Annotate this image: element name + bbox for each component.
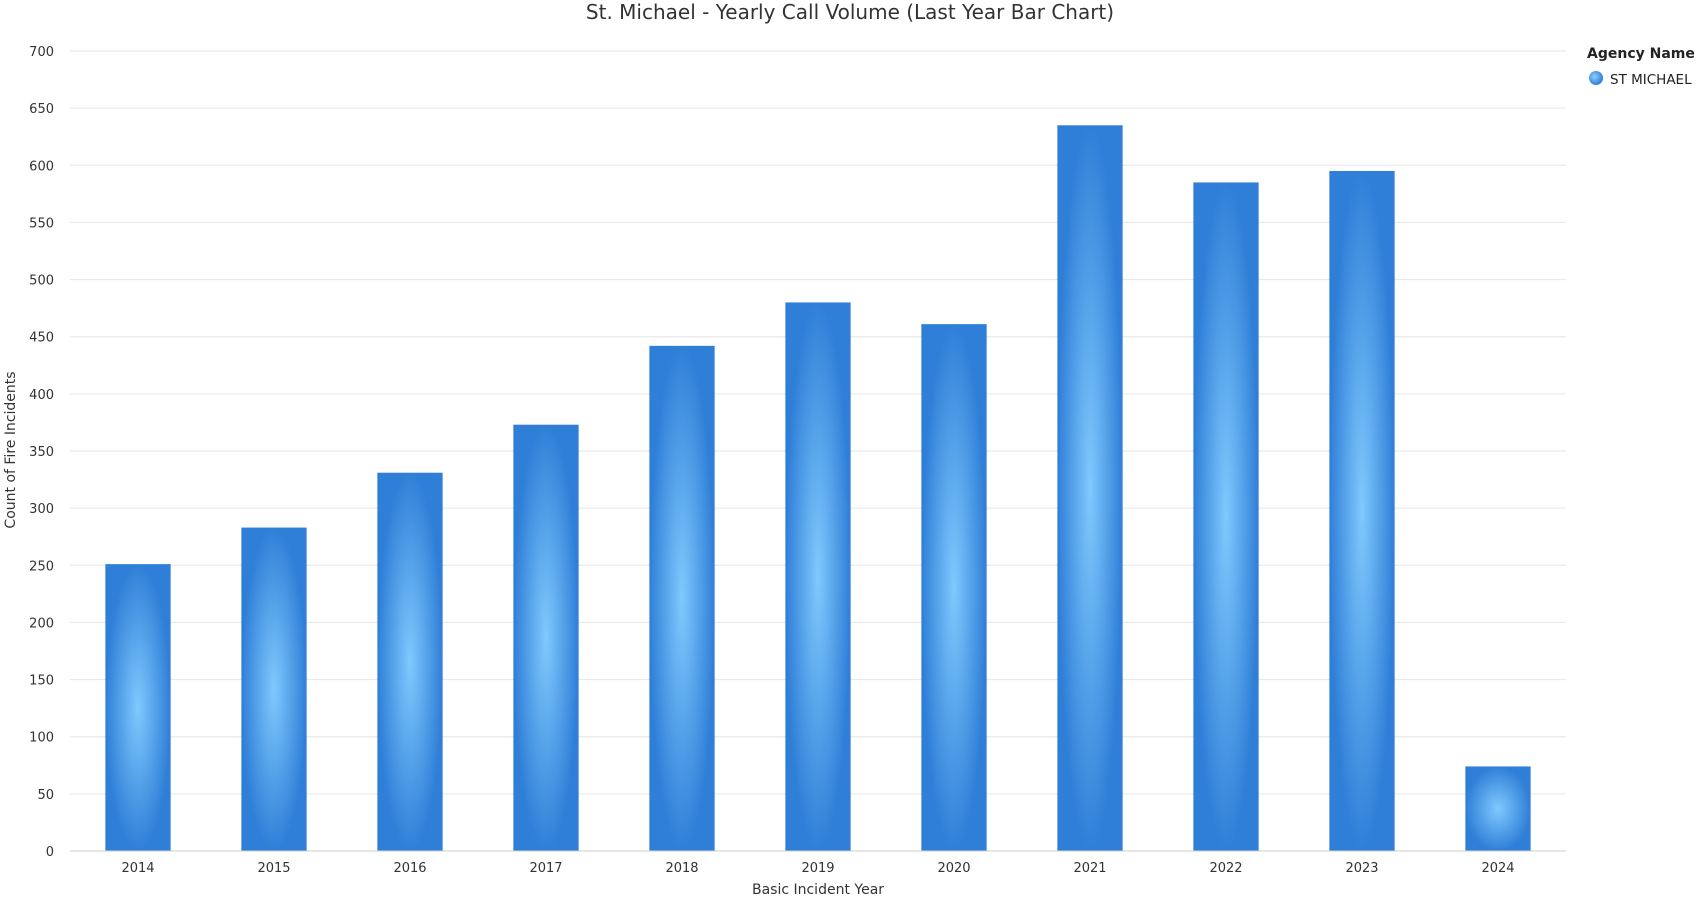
x-tick-label: 2016 xyxy=(393,861,426,876)
bar-2018[interactable] xyxy=(649,345,715,851)
bar-2020[interactable] xyxy=(921,324,987,852)
x-tick-label: 2023 xyxy=(1345,861,1378,876)
y-axis-title: Count of Fire Incidents xyxy=(3,371,19,528)
bar-2019[interactable] xyxy=(785,302,851,851)
y-tick-label: 0 xyxy=(46,845,54,860)
x-tick-label: 2017 xyxy=(529,861,562,876)
x-tick-label: 2020 xyxy=(937,861,970,876)
x-tick-label: 2022 xyxy=(1209,861,1242,876)
bar-2016[interactable] xyxy=(377,472,443,851)
legend: Agency Name ST MICHAEL xyxy=(1587,46,1695,88)
legend-item-st-michael[interactable]: ST MICHAEL xyxy=(1589,71,1692,88)
y-tick-label: 150 xyxy=(29,674,54,689)
y-tick-label: 400 xyxy=(29,388,54,403)
bar-2024[interactable] xyxy=(1465,766,1531,851)
y-tick-label: 600 xyxy=(29,159,54,174)
x-tick-label: 2019 xyxy=(801,861,834,876)
x-tick-label: 2021 xyxy=(1073,861,1106,876)
y-tick-label: 700 xyxy=(29,45,54,60)
x-axis-title: Basic Incident Year xyxy=(752,882,884,898)
bar-2017[interactable] xyxy=(513,424,579,851)
bar-2023[interactable] xyxy=(1329,171,1395,851)
x-tick-label: 2018 xyxy=(665,861,698,876)
legend-title: Agency Name xyxy=(1587,46,1695,62)
y-tick-label: 650 xyxy=(29,102,54,117)
chart-title: St. Michael - Yearly Call Volume (Last Y… xyxy=(586,0,1114,24)
bar-2022[interactable] xyxy=(1193,182,1259,851)
x-axis-ticks: 2014 2015 2016 2017 2018 2019 2020 2021 2022 2023… xyxy=(121,861,1514,876)
y-tick-label: 50 xyxy=(37,788,54,803)
bar-2014[interactable] xyxy=(105,564,171,851)
y-tick-label: 250 xyxy=(29,559,54,574)
x-tick-label: 2024 xyxy=(1481,861,1514,876)
y-tick-label: 300 xyxy=(29,502,54,517)
legend-label: ST MICHAEL xyxy=(1610,72,1692,88)
y-tick-label: 350 xyxy=(29,445,54,460)
y-axis-ticks: 0 50 100 150 200 250 300 350 400 450 500 550 600 650 7… xyxy=(29,45,54,860)
x-tick-label: 2014 xyxy=(121,861,154,876)
bar-2021[interactable] xyxy=(1057,125,1123,852)
y-tick-label: 500 xyxy=(29,274,54,289)
y-tick-label: 100 xyxy=(29,731,54,746)
y-tick-label: 200 xyxy=(29,616,54,631)
bar-2015[interactable] xyxy=(241,527,307,851)
y-tick-label: 450 xyxy=(29,331,54,346)
legend-marker xyxy=(1589,71,1603,85)
x-tick-label: 2015 xyxy=(257,861,290,876)
y-tick-label: 550 xyxy=(29,216,54,231)
bars xyxy=(105,125,1531,852)
